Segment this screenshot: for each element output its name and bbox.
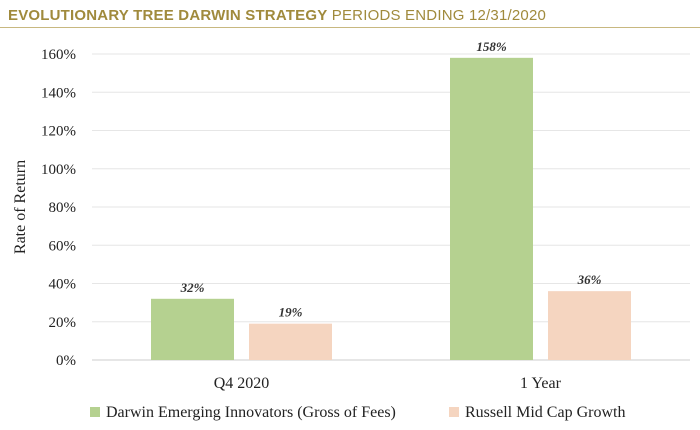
legend-swatch [90,407,100,417]
title-sub: PERIODS ENDING 12/31/2020 [327,7,547,24]
y-tick-label: 0% [56,353,76,369]
bar [151,298,234,360]
y-tick-label: 20% [49,315,77,331]
x-category-label: Q4 2020 [214,375,270,392]
data-label: 158% [476,39,507,54]
chart-title: EVOLUTIONARY TREE DARWIN STRATEGY PERIOD… [8,6,546,26]
title-divider [0,27,700,28]
y-tick-label: 40% [49,277,77,293]
y-tick-label: 100% [41,162,76,178]
legend-label: Russell Mid Cap Growth [465,404,625,421]
title-main: EVOLUTIONARY TREE DARWIN STRATEGY [8,7,328,24]
y-tick-label: 60% [49,238,77,254]
bar [548,291,631,360]
y-tick-label: 160% [41,47,76,63]
legend-label: Darwin Emerging Innovators (Gross of Fee… [106,404,396,421]
y-tick-label: 80% [49,200,77,216]
data-label: 19% [279,305,303,320]
legend-swatch [449,407,459,417]
data-label: 32% [180,280,205,295]
bar [249,323,332,360]
y-axis-label: Rate of Return [12,160,29,254]
y-tick-label: 140% [41,85,76,101]
data-label: 36% [577,272,602,287]
bar [450,57,533,360]
x-category-label: 1 Year [520,375,562,392]
y-tick-label: 120% [41,124,76,140]
